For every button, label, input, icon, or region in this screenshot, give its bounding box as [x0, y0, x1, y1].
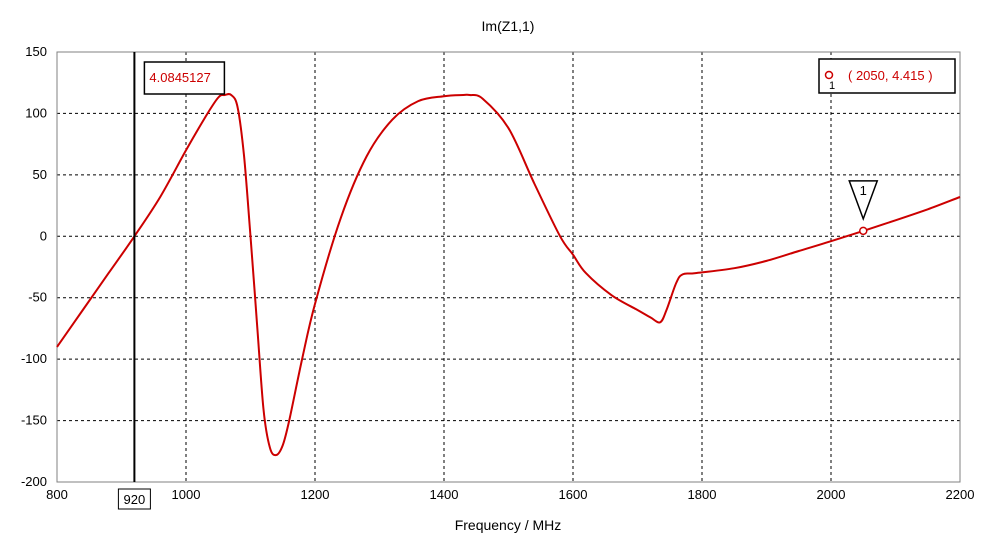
y-tick-label: -50: [28, 290, 47, 305]
x-tick-label: 800: [46, 487, 68, 502]
x-tick-label: 2200: [946, 487, 975, 502]
vertical-marker-value: 4.0845127: [149, 70, 210, 85]
y-tick-label: -100: [21, 351, 47, 366]
chart-title: Im(Z1,1): [482, 18, 535, 34]
marker-legend-box: [818, 58, 956, 94]
y-tick-label: 150: [25, 44, 47, 59]
tick-labels: 800 1000 1200 1400 1600 1800 2000 2200 150 100 50 0…: [21, 44, 974, 502]
point-marker-dot[interactable]: [859, 226, 868, 236]
point-marker-flag[interactable]: [848, 180, 879, 222]
x-axis-label: Frequency / MHz: [455, 517, 562, 533]
plot-frame: [56, 51, 961, 483]
point-marker-id: 1: [860, 183, 867, 198]
x-tick-label: 1200: [301, 487, 330, 502]
marker-legend-id: 1: [829, 80, 835, 92]
x-tick-label: 1000: [172, 487, 201, 502]
vertical-marker-x-label: 920: [124, 492, 146, 507]
x-tick-label: 2000: [817, 487, 846, 502]
series-line-im-z11: [56, 93, 961, 457]
y-tick-label: 100: [25, 105, 47, 120]
x-tick-label: 1800: [688, 487, 717, 502]
y-tick-label: 0: [40, 228, 47, 243]
grid: [57, 52, 960, 482]
marker-legend-value: ( 2050, 4.415 ): [848, 68, 933, 83]
y-tick-label: -150: [21, 413, 47, 428]
vertical-marker-value-box: [143, 61, 226, 95]
x-tick-label: 1600: [559, 487, 588, 502]
x-tick-label: 1400: [430, 487, 459, 502]
vertical-marker-x-box: [117, 488, 151, 510]
y-tick-label: 50: [33, 167, 47, 182]
y-tick-label: -200: [21, 474, 47, 489]
marker-legend-dot: [824, 70, 834, 80]
